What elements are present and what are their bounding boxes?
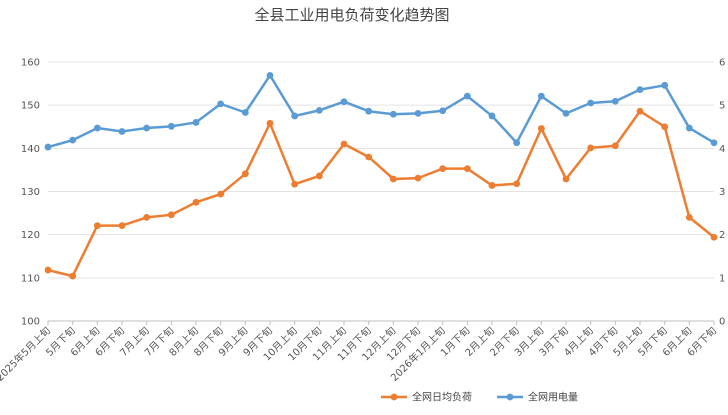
y-right-tick-label: 6 [719, 58, 725, 69]
y-right-tick-label: 4 [719, 144, 725, 155]
data-point [167, 211, 175, 219]
data-point [685, 214, 693, 221]
data-point [315, 106, 323, 114]
data-point [636, 86, 644, 94]
data-point [685, 124, 693, 132]
y-left-tick-label: 120 [21, 230, 40, 241]
data-point [611, 142, 619, 150]
data-point [513, 180, 521, 188]
data-point [439, 165, 447, 173]
series-line [46, 74, 716, 149]
y-left-tick-label: 150 [21, 101, 40, 112]
x-tick-label: 2025年5月上旬 [0, 324, 53, 384]
legend-marker [390, 393, 398, 401]
chart-title: 全县工业用电负荷变化趋势图 [254, 6, 449, 24]
data-point [513, 139, 521, 147]
data-point [710, 233, 718, 241]
data-point [266, 71, 274, 79]
legend: 全网日均负荷 全网用电量 [381, 391, 578, 404]
data-point [439, 107, 447, 115]
data-point [315, 172, 323, 180]
data-point [389, 110, 397, 118]
data-point [241, 109, 249, 116]
data-point [365, 153, 373, 161]
data-point [661, 123, 669, 131]
data-point [44, 266, 52, 274]
data-point [414, 109, 422, 117]
axes: 10011012013014015016001234562025年5月上旬5月下… [0, 58, 725, 384]
y-left-tick-label: 140 [21, 144, 40, 155]
data-point [69, 272, 77, 280]
legend-marker [506, 393, 514, 401]
series-lines [44, 71, 718, 280]
data-point [488, 182, 496, 189]
legend-label: 全网日均负荷 [412, 391, 472, 404]
data-point [414, 174, 422, 182]
data-point [143, 124, 151, 132]
data-point [562, 109, 570, 117]
data-point [636, 107, 644, 115]
y-right-tick-label: 0 [719, 317, 725, 328]
series-line [46, 109, 716, 278]
data-point [389, 175, 397, 183]
y-right-tick-label: 2 [719, 230, 725, 241]
y-right-tick-label: 3 [719, 187, 725, 198]
y-left-tick-label: 160 [21, 58, 40, 69]
data-point [217, 190, 225, 198]
data-point [192, 119, 200, 126]
data-point [118, 128, 126, 135]
data-point [537, 125, 545, 132]
data-point [93, 222, 101, 230]
data-point [167, 122, 175, 130]
data-point [587, 144, 595, 152]
y-left-tick-label: 130 [21, 187, 40, 198]
data-point [291, 180, 299, 188]
legend-label: 全网用电量 [528, 391, 578, 404]
y-left-tick-label: 110 [21, 273, 40, 284]
y-left-tick-label: 100 [21, 317, 40, 328]
data-point [587, 99, 595, 107]
data-point [192, 198, 200, 206]
data-point [217, 100, 225, 108]
data-point [661, 81, 669, 89]
y-right-tick-label: 5 [719, 101, 725, 112]
data-point [241, 170, 249, 178]
data-point [44, 143, 52, 151]
y-right-tick-label: 1 [719, 273, 725, 284]
data-point [488, 112, 496, 120]
data-point [463, 165, 471, 173]
data-point [118, 222, 126, 230]
grid-lines [48, 61, 714, 279]
data-point [463, 92, 471, 100]
data-point [93, 124, 101, 132]
data-point [365, 107, 373, 115]
data-point [266, 119, 274, 127]
data-point [340, 98, 348, 106]
data-point [291, 112, 299, 120]
data-point [562, 175, 570, 183]
data-point [710, 139, 718, 147]
data-point [143, 214, 151, 221]
data-point [611, 97, 619, 105]
data-point [340, 140, 348, 148]
data-point [537, 92, 545, 100]
data-point [69, 136, 77, 144]
